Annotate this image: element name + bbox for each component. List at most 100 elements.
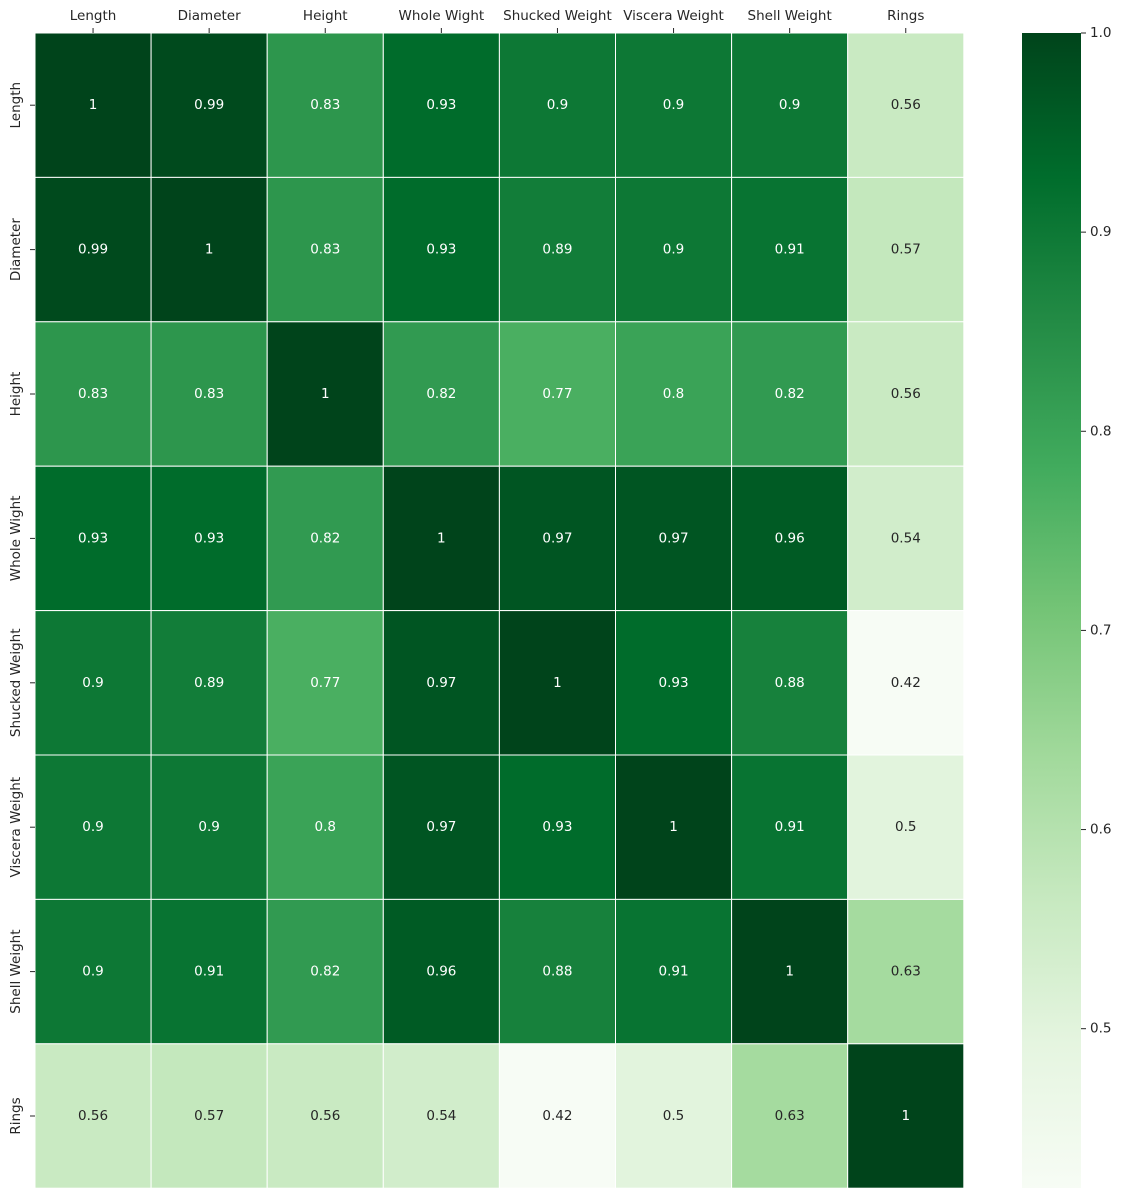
x-tick-label: Viscera Weight [623, 8, 724, 24]
heatmap-cell [150, 321, 268, 467]
cell-annotation: 1 [205, 242, 214, 258]
cell-annotation: 0.63 [891, 964, 921, 980]
heatmap-cell [847, 754, 965, 900]
cell-annotation: 0.8 [315, 819, 336, 835]
heatmap-cell [847, 898, 965, 1045]
cell-annotation: 0.83 [310, 97, 340, 113]
cell-annotation: 0.83 [310, 242, 340, 258]
cell-annotation: 1 [785, 964, 794, 980]
cell-annotation: 1 [321, 386, 330, 402]
cell-annotation: 0.99 [194, 97, 224, 113]
x-tick-label: Diameter [178, 8, 241, 24]
heatmap-cell [731, 176, 849, 323]
heatmap-cell [615, 176, 733, 323]
y-tick-label: Rings [8, 1097, 24, 1134]
heatmap-cell [382, 465, 500, 612]
heatmap-cell [382, 176, 500, 323]
heatmap-cell [34, 321, 152, 467]
heatmap-cell [847, 321, 965, 467]
cell-annotation: 0.93 [542, 819, 572, 835]
cell-annotation: 0.54 [891, 530, 921, 546]
heatmap-cells [34, 32, 965, 1189]
heatmap-cell [847, 610, 965, 756]
cell-annotation: 1 [901, 1108, 910, 1124]
cell-annotation: 0.93 [426, 97, 456, 113]
cell-annotation: 0.83 [78, 386, 108, 402]
cell-annotation: 0.5 [663, 1108, 684, 1124]
cell-annotation: 0.9 [82, 675, 103, 691]
cell-annotation: 0.77 [310, 675, 340, 691]
cell-annotation: 0.57 [194, 1108, 224, 1124]
cell-annotation: 0.96 [426, 964, 456, 980]
heatmap-cell [498, 32, 616, 178]
cell-annotation: 0.99 [78, 242, 108, 258]
y-tick-label: Shell Weight [8, 929, 24, 1013]
heatmap-cell [847, 1043, 965, 1189]
cell-annotation: 0.9 [547, 97, 568, 113]
cell-annotation: 0.91 [775, 242, 805, 258]
cell-annotation: 0.9 [779, 97, 800, 113]
cell-annotation: 0.54 [426, 1108, 456, 1124]
heatmap-cell [498, 754, 616, 900]
cell-annotation: 0.82 [775, 386, 805, 402]
colorbar-gradient [1022, 33, 1081, 1188]
heatmap-cell [382, 321, 500, 467]
heatmap-cell [266, 1043, 384, 1189]
colorbar-tick-label: 1.0 [1090, 25, 1111, 41]
heatmap-cell [34, 32, 152, 178]
cell-annotation: 0.91 [775, 819, 805, 835]
cell-annotation: 0.96 [775, 530, 805, 546]
heatmap-cell [731, 321, 849, 467]
cell-annotation: 1 [669, 819, 678, 835]
cell-annotation: 0.97 [659, 530, 689, 546]
heatmap-cell [731, 610, 849, 756]
heatmap-cell [731, 465, 849, 612]
y-tick-label: Whole Wight [8, 496, 24, 582]
cell-annotation: 0.93 [426, 242, 456, 258]
cell-annotation: 0.89 [194, 675, 224, 691]
heatmap-cell [266, 754, 384, 900]
cell-annotation: 0.56 [891, 97, 921, 113]
x-tick-label: Rings [887, 8, 924, 24]
cell-annotation: 1 [437, 530, 446, 546]
cell-annotation: 0.9 [82, 819, 103, 835]
heatmap-cell [150, 754, 268, 900]
heatmap-cell [615, 754, 733, 900]
cell-annotation: 0.56 [310, 1108, 340, 1124]
heatmap-cell [498, 1043, 616, 1189]
cell-annotation: 0.89 [542, 242, 572, 258]
heatmap-cell [615, 1043, 733, 1189]
cell-annotation: 0.82 [426, 386, 456, 402]
heatmap-cell [498, 321, 616, 467]
cell-annotation: 0.77 [542, 386, 572, 402]
heatmap-cell [34, 898, 152, 1045]
y-tick-label: Length [8, 82, 24, 129]
cell-annotation: 0.9 [198, 819, 219, 835]
cell-annotation: 0.56 [891, 386, 921, 402]
cell-annotation: 0.5 [895, 819, 916, 835]
heatmap-cell [266, 465, 384, 612]
cell-annotation: 0.42 [891, 675, 921, 691]
cell-annotation: 0.56 [78, 1108, 108, 1124]
cell-annotation: 0.82 [310, 964, 340, 980]
heatmap-cell [615, 321, 733, 467]
cell-annotation: 1 [553, 675, 562, 691]
x-tick-label: Length [70, 8, 117, 24]
colorbar-tick-label: 0.8 [1090, 423, 1111, 439]
cell-annotation: 0.91 [659, 964, 689, 980]
y-tick-label: Shucked Weight [8, 628, 24, 737]
heatmap-cell [615, 610, 733, 756]
cell-annotation: 0.93 [659, 675, 689, 691]
heatmap-cell [731, 754, 849, 900]
cell-annotation: 0.9 [82, 964, 103, 980]
cell-annotation: 0.42 [542, 1108, 572, 1124]
cell-annotation: 0.83 [194, 386, 224, 402]
colorbar-tick-label: 0.7 [1090, 622, 1111, 638]
heatmap-cell [731, 898, 849, 1045]
colorbar: 0.5 0.6 0.7 0.8 0.9 1.0 [1022, 25, 1111, 1188]
heatmap-cell [615, 32, 733, 178]
x-tick-label: Shell Weight [748, 8, 832, 24]
y-tick-label: Viscera Weight [8, 777, 24, 878]
